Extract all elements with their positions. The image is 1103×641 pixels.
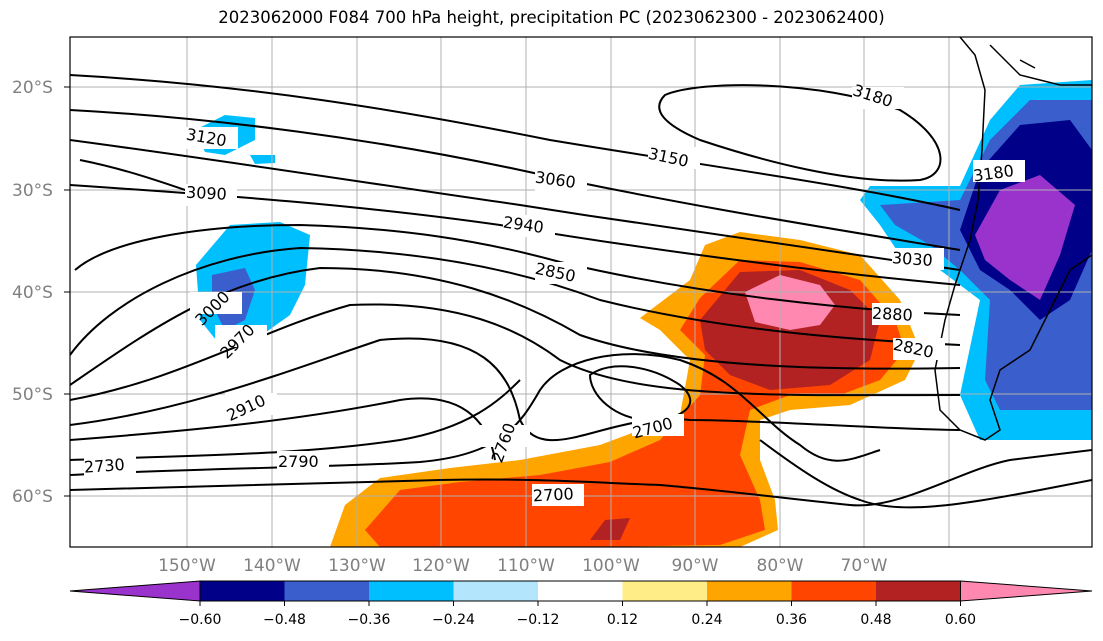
longitude-axis: 150°W 140°W 130°W 120°W 110°W 100°W 90°W… (158, 556, 888, 576)
lon-label: 80°W (757, 556, 804, 576)
contour-labels: 3180 3150 3120 3090 3060 3030 3000 2970 … (83, 80, 1025, 506)
map-title: 2023062000 F084 700 hPa height, precipit… (218, 8, 885, 27)
latitude-axis: 20°S 30°S 40°S 50°S 60°S (12, 78, 70, 507)
colorbar-segment (622, 581, 707, 601)
contour-label-2730: 2730 (83, 455, 125, 477)
colorbar-segment (200, 581, 285, 601)
contour-label-2790: 2790 (278, 452, 319, 471)
lon-label: 70°W (841, 556, 888, 576)
colorbar-tick-label: 0.60 (945, 612, 976, 628)
contour-label-3030: 3030 (891, 248, 933, 270)
coastline-south-america (934, 37, 1092, 441)
colorbar-segment (453, 581, 538, 601)
colorbar-tick-label: −0.48 (263, 612, 306, 628)
colorbar-segment (707, 581, 792, 601)
colorbar-tick-label: 0.24 (691, 612, 722, 628)
lat-label: 30°S (12, 181, 53, 201)
precip-small-048 (590, 518, 630, 540)
colorbar-segment (876, 581, 961, 601)
colorbar-tick-label: −0.36 (348, 612, 391, 628)
colorbar-tick-label: 0.48 (860, 612, 891, 628)
lat-label: 60°S (12, 487, 53, 507)
precip-neg-band-060-east (975, 175, 1075, 300)
lon-label: 100°W (582, 556, 640, 576)
lon-label: 120°W (412, 556, 470, 576)
lon-label: 150°W (158, 556, 216, 576)
precip-band-060 (745, 275, 835, 330)
contour-label-2700-south: 2700 (533, 484, 575, 505)
lon-label: 90°W (672, 556, 719, 576)
colorbar-tick-label: −0.12 (517, 612, 560, 628)
lat-label: 20°S (12, 78, 53, 98)
colorbar-extend-low (69, 580, 201, 602)
lat-label: 40°S (12, 283, 53, 303)
precip-neg-west-3 (250, 155, 275, 164)
colorbar-segment (538, 581, 623, 601)
colorbar-extend-high (960, 580, 1093, 602)
lon-label: 110°W (497, 556, 555, 576)
lon-label: 130°W (328, 556, 386, 576)
lon-label: 140°W (243, 556, 301, 576)
colorbar-segment (284, 581, 369, 601)
colorbar: −0.60 −0.48 −0.36 −0.24 −0.12 0.12 0.24 … (69, 580, 1093, 628)
lat-label: 50°S (12, 385, 53, 405)
colorbar-segment (369, 581, 454, 601)
colorbar-tick-label: 0.36 (776, 612, 807, 628)
colorbar-tick-label: −0.24 (432, 612, 475, 628)
colorbar-tick-label: 0.12 (607, 612, 638, 628)
height-contours (70, 74, 1092, 509)
colorbar-segment (791, 581, 876, 601)
colorbar-tick-label: −0.60 (179, 612, 222, 628)
precip-positive-shading (330, 232, 920, 547)
contour-label-3090: 3090 (186, 183, 228, 204)
contour-label-2880: 2880 (872, 304, 914, 325)
